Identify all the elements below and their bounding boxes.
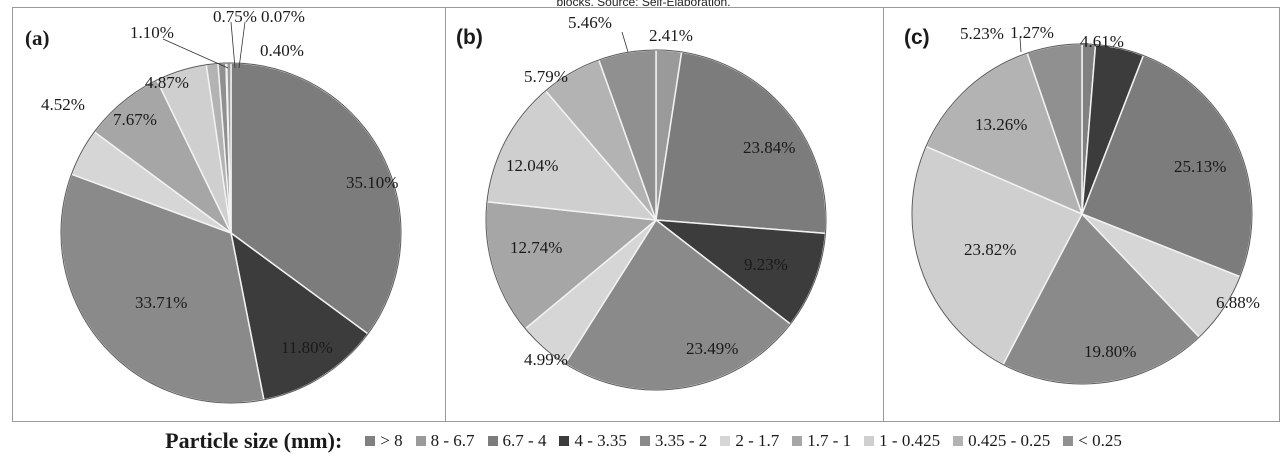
- slice-label: 4.61%: [1080, 32, 1124, 51]
- panel-label-c: (c): [904, 26, 930, 49]
- slice-label: 1.27%: [1010, 23, 1054, 42]
- legend-label: 6.7 - 4: [502, 431, 547, 450]
- leader-line: [238, 21, 246, 69]
- slice-label: 0.75%: [213, 7, 257, 26]
- slice-label: 9.23%: [744, 255, 788, 274]
- legend-item: 1.7 - 1: [792, 431, 851, 451]
- legend-label: 1 - 0.425: [879, 431, 941, 450]
- leader-line: [1019, 37, 1022, 53]
- legend-label: 1.7 - 1: [807, 431, 852, 450]
- pie-chart-a: 35.10% 11.80% 33.71% 4.52% 7.67% 4.87% 1.10% 0.…: [41, 7, 402, 404]
- legend-item: 6.7 - 4: [487, 431, 547, 451]
- legend-swatch: [720, 436, 731, 446]
- legend-swatch: [415, 436, 426, 446]
- legend-swatch: [792, 436, 803, 446]
- slice-label: 5.46%: [568, 13, 612, 32]
- legend: Particle size (mm): > 8 8 - 6.7 6.7 - 4 4 -…: [0, 428, 1287, 454]
- slice-label: 6.88%: [1216, 293, 1260, 312]
- slice-label: 4.87%: [145, 73, 189, 92]
- slice-label: 2.41%: [649, 26, 693, 45]
- slice-label: 12.74%: [510, 238, 562, 257]
- slice-label: 23.84%: [743, 138, 795, 157]
- panel-label-a: (a): [25, 26, 50, 50]
- legend-item: 0.425 - 0.25: [953, 431, 1050, 451]
- pie-panel-c: (c) 1.27% 4.61% 25.13% 6.88% 19.80% 23.82% 13.…: [884, 8, 1279, 421]
- legend-item: 8 - 6.7: [415, 431, 475, 451]
- legend-label: 4 - 3.35: [574, 431, 627, 450]
- legend-swatch: [639, 436, 650, 446]
- legend-swatch: [864, 436, 875, 446]
- legend-item: > 8: [365, 431, 403, 451]
- legend-item: < 0.25: [1063, 431, 1122, 451]
- panel-divider: [445, 7, 446, 422]
- leader-line: [621, 31, 629, 53]
- legend-title: Particle size (mm):: [165, 428, 343, 453]
- pie-panel-a: (a) 35.10% 11.80% 33.71% 4.52% 7.67% 4.87% 1.1…: [13, 7, 445, 421]
- slice-label: 4.99%: [524, 350, 568, 369]
- slice-label: 5.23%: [960, 24, 1004, 43]
- pie-outline: [60, 62, 402, 404]
- pie-panel-b: (b) 2.41% 23.84% 9.23% 23.49% 4.99% 12.74% 12.…: [446, 8, 883, 421]
- slice-label: 0.40%: [260, 41, 304, 60]
- legend-item: 4 - 3.35: [559, 431, 627, 451]
- panel-label-b: (b): [456, 26, 483, 49]
- pie-slice: [655, 51, 827, 235]
- leader-line: [230, 21, 236, 69]
- legend-label: 3.35 - 2: [654, 431, 708, 450]
- slice-label: 19.80%: [1084, 342, 1136, 361]
- slice-label: 7.67%: [113, 110, 157, 129]
- legend-label: 2 - 1.7: [735, 431, 780, 450]
- panel-divider: [883, 7, 884, 422]
- slice-label: 25.13%: [1174, 157, 1226, 176]
- leader-line: [162, 38, 229, 69]
- figure-caption: blocks. Source: Self-Elaboration.: [556, 0, 731, 9]
- slice-label: 4.52%: [41, 95, 85, 114]
- slice-label: 13.26%: [975, 115, 1027, 134]
- slice-label: 1.10%: [130, 23, 174, 42]
- slice-label: 35.10%: [346, 173, 398, 192]
- legend-label: 0.425 - 0.25: [968, 431, 1051, 450]
- slice-label: 11.80%: [281, 338, 333, 357]
- legend-swatch: [953, 436, 964, 446]
- chart-frame: [12, 7, 1280, 422]
- pie-outline: [911, 43, 1253, 385]
- legend-label: > 8: [380, 431, 403, 450]
- legend-item: 1 - 0.425: [864, 431, 940, 451]
- pie-chart-b: 2.41% 23.84% 9.23% 23.49% 4.99% 12.74% 12.04% 5…: [485, 13, 827, 391]
- slice-label: 23.49%: [686, 339, 738, 358]
- legend-swatch: [365, 436, 376, 446]
- slice-label: 33.71%: [135, 293, 187, 312]
- slice-label: 23.82%: [964, 240, 1016, 259]
- legend-items: > 8 8 - 6.7 6.7 - 4 4 - 3.35 3.35 - 2 2 - 1.7…: [352, 431, 1122, 451]
- legend-label: 8 - 6.7: [430, 431, 475, 450]
- slice-label: 5.79%: [524, 67, 568, 86]
- legend-swatch: [487, 436, 498, 446]
- legend-item: 3.35 - 2: [639, 431, 708, 451]
- legend-label: < 0.25: [1078, 431, 1122, 450]
- slice-label: 0.07%: [261, 7, 305, 26]
- pie-chart-c: 1.27% 4.61% 25.13% 6.88% 19.80% 23.82% 13.26% 5…: [911, 23, 1260, 385]
- slice-label: 12.04%: [506, 156, 558, 175]
- legend-item: 2 - 1.7: [720, 431, 779, 451]
- pie-outline: [485, 49, 827, 391]
- legend-swatch: [559, 436, 570, 446]
- legend-swatch: [1063, 436, 1074, 446]
